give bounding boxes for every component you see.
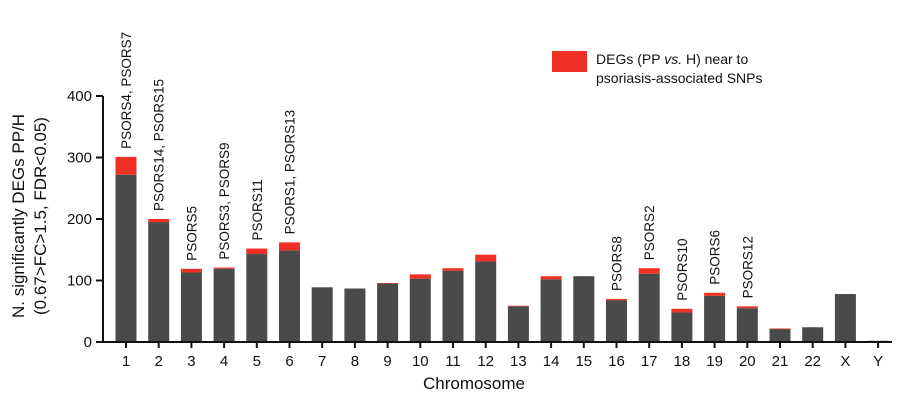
y-tick-label: 100 [67, 273, 92, 290]
psors-label: PSORS6 [708, 230, 723, 285]
bars [115, 156, 889, 342]
psors-label: PSORS8 [610, 236, 625, 291]
psors-label: PSORS1, PSORS13 [283, 110, 298, 235]
bar-snp-degs [180, 268, 202, 273]
bar-degs [671, 312, 693, 342]
legend-label-line2: psoriasis-associated SNPs [596, 70, 763, 86]
bar-degs [540, 279, 562, 342]
psors-label: PSORS10 [675, 239, 690, 301]
y-axis-title-line2: (0.67>FC>1.5, FDR<0.05) [31, 117, 50, 315]
x-axis-title: Chromosome [423, 374, 525, 393]
x-tick-label: 15 [575, 353, 592, 370]
x-tick-label: 18 [674, 353, 691, 370]
bar-degs [573, 276, 595, 342]
x-tick-label: Y [873, 353, 883, 370]
x-tick-label: 6 [285, 353, 293, 370]
psors-label: PSORS14, PSORS15 [152, 79, 167, 211]
bar-degs [769, 329, 791, 342]
x-tick-label: X [840, 353, 850, 370]
x-tick-label: 13 [510, 353, 527, 370]
x-tick-label: 2 [155, 353, 163, 370]
x-tick-label: 22 [804, 353, 821, 370]
x-tick-label: 4 [220, 353, 228, 370]
bar-snp-degs [638, 268, 660, 274]
psors-label: PSORS2 [642, 205, 657, 260]
bar-degs [802, 327, 824, 342]
legend-label-line1: DEGs (PP vs. H) near to [596, 51, 748, 67]
bar-degs [246, 254, 268, 342]
x-tick-label: 16 [608, 353, 625, 370]
bar-snp-degs [736, 306, 758, 309]
bar-snp-degs [606, 298, 627, 301]
y-axis-title: N. significantly DEGs PP/H (0.67>FC>1.5,… [9, 114, 50, 318]
bar-degs [736, 308, 758, 342]
bar-degs [409, 278, 431, 342]
x-tick-label: 10 [412, 353, 429, 370]
x-tick-label: 19 [706, 353, 723, 370]
psors-label: PSORS12 [740, 236, 755, 298]
bar-snp-degs [246, 248, 268, 255]
x-tick-label: 8 [351, 353, 359, 370]
bar-degs [834, 294, 856, 342]
bar-snp-degs [442, 268, 464, 271]
psors-annotations: PSORS4, PSORS7 PSORS14, PSORS15 PSORS5 PSOR… [119, 32, 755, 301]
psors-label: PSORS4, PSORS7 [119, 32, 134, 149]
bar-snp-degs [475, 254, 497, 262]
y-tick-label: 0 [84, 334, 92, 351]
bar-degs [115, 174, 137, 342]
x-tick-label: 5 [253, 353, 261, 370]
bar-snp-degs [671, 308, 693, 313]
bar-snp-degs [507, 305, 529, 307]
bar-snp-degs [213, 267, 235, 269]
y-axis: 0 100 200 300 400 [67, 88, 104, 351]
bar-snp-degs [540, 276, 562, 280]
bar-degs [213, 268, 235, 342]
x-tick-label: 12 [477, 353, 494, 370]
psors-label: PSORS11 [250, 179, 265, 240]
bar-degs [704, 295, 726, 342]
bar-degs [148, 222, 170, 342]
bar-degs [377, 283, 399, 342]
bar-snp-degs [115, 156, 137, 175]
x-axis: 1 2 3 4 5 6 7 8 9 10 11 12 13 14 15 16 17 18 19 20 21 22 X Y [103, 341, 892, 370]
y-tick-label: 400 [67, 88, 92, 105]
legend-label-italic: vs. [664, 51, 682, 67]
x-tick-label: 1 [122, 353, 130, 370]
x-tick-label: 9 [383, 353, 391, 370]
x-tick-label: 7 [318, 353, 326, 370]
bar-degs [442, 270, 464, 342]
bar-snp-degs [279, 242, 300, 251]
bar-snp-degs [409, 274, 431, 279]
x-tick-label: 20 [739, 353, 756, 370]
legend: DEGs (PP vs. H) near to psoriasis-associ… [552, 51, 763, 86]
bar-degs [344, 288, 366, 342]
bar-degs [606, 300, 627, 342]
x-tick-label: 14 [543, 353, 560, 370]
bar-degs [638, 273, 660, 342]
psors-label: PSORS5 [184, 206, 199, 261]
y-axis-title-line1: N. significantly DEGs PP/H [9, 114, 28, 318]
psors-label: PSORS3, PSORS9 [217, 143, 232, 260]
x-tick-label: 21 [772, 353, 789, 370]
bar-degs [311, 287, 333, 342]
bar-snp-degs [148, 219, 170, 223]
bar-degs [180, 272, 202, 342]
bar-snp-degs [377, 282, 399, 284]
bar-snp-degs [769, 328, 791, 330]
x-tick-label: 11 [445, 353, 461, 370]
y-tick-label: 300 [67, 150, 92, 167]
bar-degs [475, 261, 497, 342]
x-tick-label: 3 [187, 353, 195, 370]
x-tick-label: 17 [641, 353, 658, 370]
bar-degs [279, 250, 300, 342]
bar-degs [507, 306, 529, 342]
y-tick-label: 200 [67, 211, 92, 228]
legend-swatch [552, 51, 587, 72]
legend-label-pre: DEGs (PP [596, 51, 664, 67]
bar-snp-degs [704, 292, 726, 296]
legend-label-post: H) near to [682, 51, 748, 67]
